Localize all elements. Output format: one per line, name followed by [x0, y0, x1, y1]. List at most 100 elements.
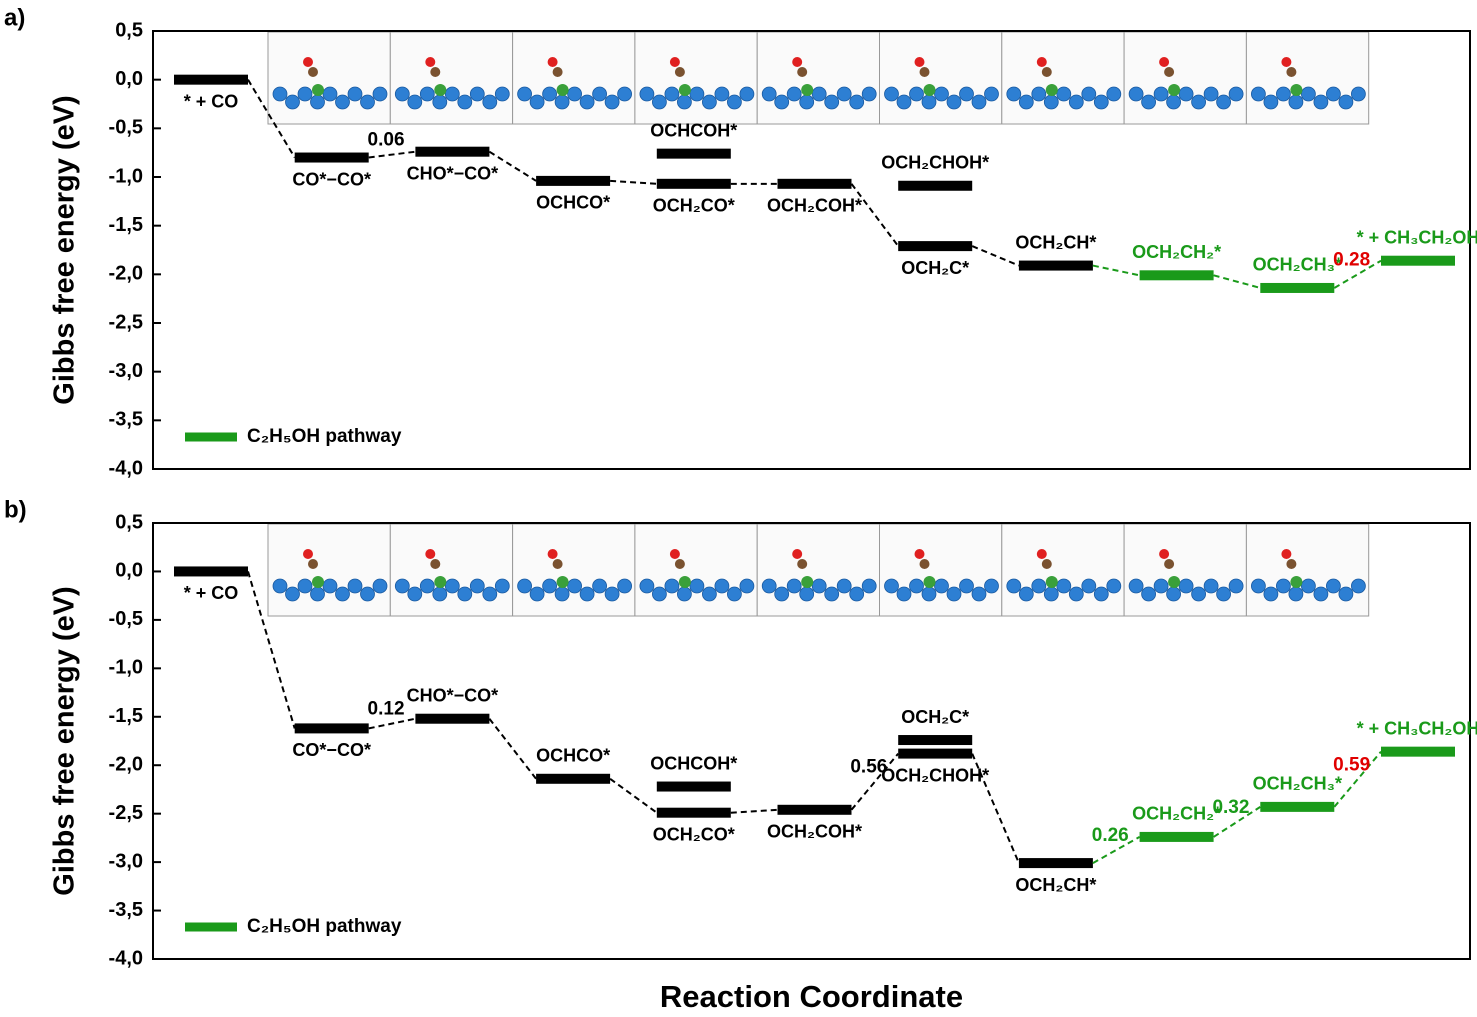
atom	[714, 86, 730, 102]
atom	[786, 86, 802, 102]
atom	[554, 586, 570, 602]
atom	[909, 86, 924, 102]
barrier-label: 0.28	[1333, 249, 1370, 270]
x-axis-label: Reaction Coordinate	[660, 979, 963, 1014]
connector	[247, 571, 296, 729]
atom	[1288, 586, 1304, 602]
structure-inset	[756, 31, 881, 125]
atom	[552, 559, 563, 569]
atom	[303, 549, 313, 559]
atom	[1263, 94, 1279, 110]
atom	[297, 578, 313, 594]
atom	[1159, 57, 1170, 67]
atom	[774, 94, 790, 110]
energy-level	[1381, 255, 1455, 266]
level-label: OCH₂CH₃*	[1253, 774, 1342, 794]
atom	[1128, 86, 1144, 102]
atom	[617, 86, 632, 102]
atom	[554, 94, 570, 110]
connector	[971, 245, 1020, 267]
atom	[430, 559, 441, 569]
atom	[1203, 86, 1219, 102]
level-label: OCHCOH*	[650, 753, 737, 773]
atom	[1045, 576, 1058, 588]
atom	[1166, 94, 1181, 110]
atom	[1290, 576, 1303, 588]
atom	[652, 94, 667, 110]
energy-level	[174, 74, 248, 85]
atom	[1164, 67, 1175, 77]
energy-level	[656, 178, 731, 189]
level-label: OCH₂C*	[901, 707, 969, 727]
level-label: * + CH₃CH₂OH	[1357, 227, 1477, 247]
y-tick-label: -1,0	[109, 165, 143, 187]
atom	[689, 578, 705, 594]
y-tick-label: -1,5	[109, 705, 143, 727]
level-label: CO*−CO*	[292, 169, 371, 189]
structure-inset	[512, 31, 636, 125]
atom	[677, 94, 692, 110]
atom	[1286, 559, 1297, 569]
atom	[1068, 586, 1084, 602]
atom	[836, 578, 852, 594]
level-label: OCH₂COH*	[767, 196, 862, 216]
atom	[774, 586, 790, 602]
connector	[850, 752, 899, 811]
atom	[1164, 559, 1175, 569]
atom	[1153, 86, 1169, 102]
y-tick-label: -3,0	[109, 360, 143, 382]
atom	[552, 67, 563, 77]
y-tick-label: -2,0	[109, 754, 143, 776]
atom	[1159, 549, 1170, 559]
level-label: OCH₂CO*	[653, 196, 735, 216]
atom	[1178, 578, 1194, 594]
level-label: * + CH₃CH₂OH	[1357, 718, 1477, 738]
level-label: OCH₂CH*	[1015, 875, 1096, 895]
plot-frame	[152, 522, 1471, 960]
energy-level	[415, 146, 490, 157]
atom	[1031, 86, 1047, 102]
energy-level	[777, 178, 852, 189]
atom	[1036, 57, 1047, 67]
atom	[1276, 578, 1291, 594]
barrier-label: 0.06	[368, 130, 405, 151]
atom	[919, 67, 930, 77]
atom	[592, 86, 607, 102]
barrier-label: 0.12	[368, 699, 405, 720]
connector	[610, 179, 657, 185]
atom	[1043, 586, 1059, 602]
level-label: OCHCO*	[536, 746, 610, 766]
atom	[556, 84, 569, 96]
atom	[971, 94, 987, 110]
energy-level	[1139, 270, 1214, 281]
atom	[1081, 578, 1097, 594]
atom	[322, 578, 338, 594]
atom	[312, 84, 324, 96]
structure-inset	[1001, 523, 1125, 617]
structure-inset	[389, 31, 514, 125]
atom	[714, 578, 730, 594]
atom	[360, 94, 375, 110]
atom	[457, 586, 473, 602]
energy-level	[294, 723, 369, 734]
atom	[677, 586, 692, 602]
atom	[896, 586, 912, 602]
atom	[1228, 578, 1244, 594]
energy-level	[656, 781, 731, 792]
atom	[335, 94, 350, 110]
structure-inset	[267, 31, 391, 125]
structure-inset	[1001, 31, 1125, 125]
level-label: OCH₂CH₂*	[1132, 804, 1221, 824]
atom	[425, 57, 436, 67]
atom	[761, 86, 777, 102]
atom	[303, 57, 313, 67]
atom	[517, 578, 532, 594]
structure-inset	[634, 523, 758, 617]
atom	[1286, 67, 1297, 77]
barrier-label: 0.26	[1092, 825, 1129, 846]
energy-level	[174, 566, 248, 577]
atom	[1203, 578, 1219, 594]
atom	[1276, 86, 1291, 102]
atom	[556, 576, 569, 588]
